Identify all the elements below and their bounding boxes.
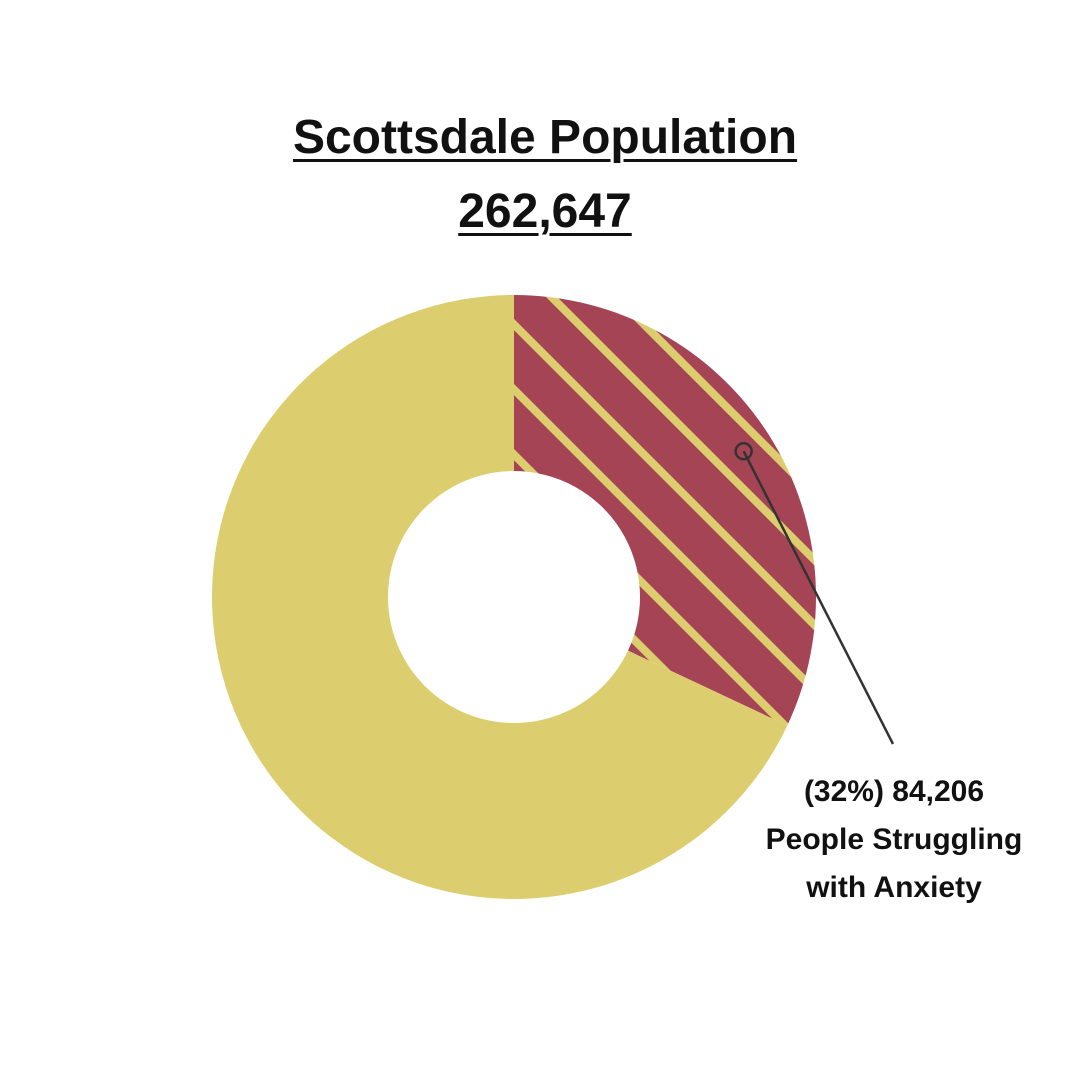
leader-dot [734,442,753,461]
chart-title: Scottsdale Population [292,111,798,164]
annotation: (32%) 84,206 People Struggling with Anxi… [752,768,1036,912]
donut-slice [514,295,816,726]
chart-subtitle: 262,647 [458,185,632,238]
leader-line [742,450,895,745]
value-label: (32%) 84,206 [803,775,985,808]
category-label: People Struggling with Anxiety [765,823,1023,904]
donut-slice [212,295,788,899]
